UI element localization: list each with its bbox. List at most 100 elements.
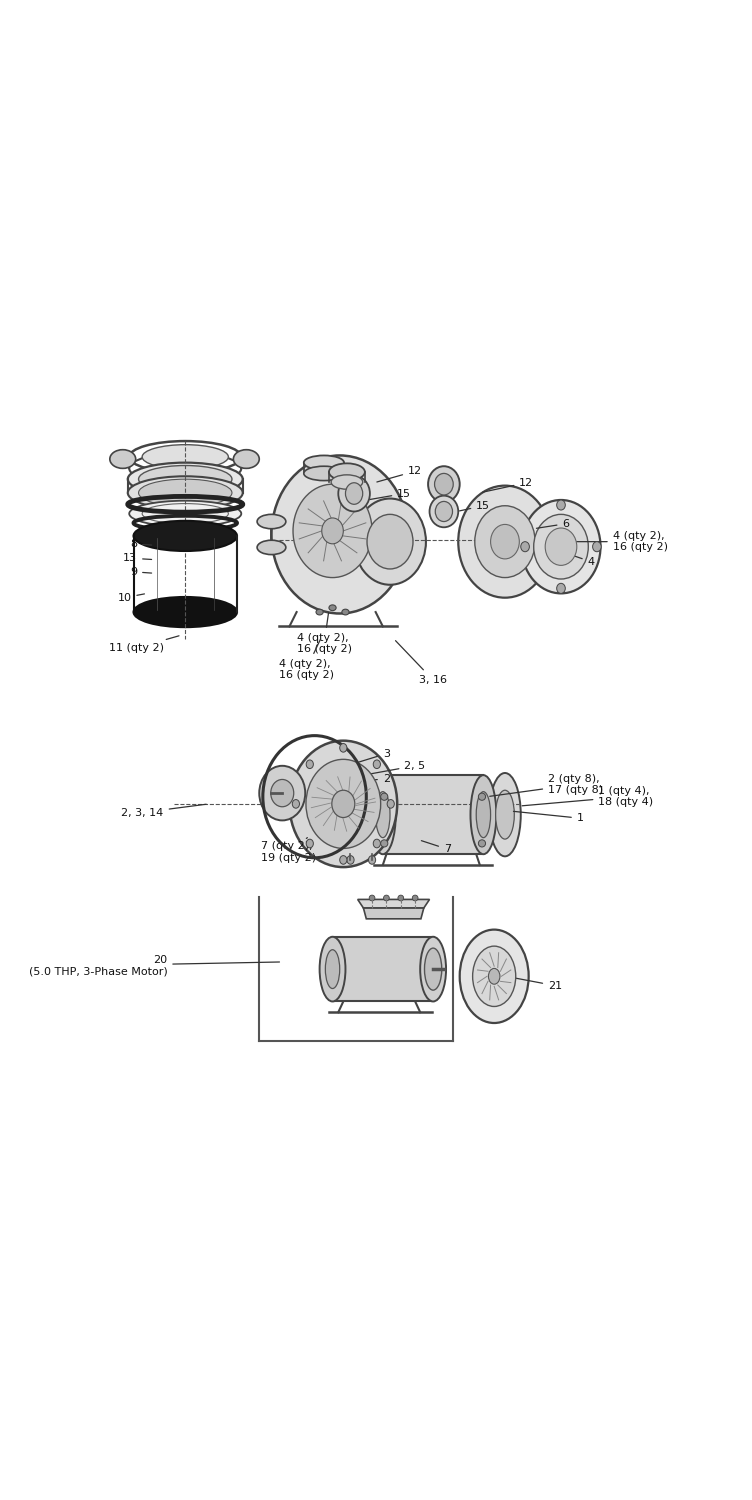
- Ellipse shape: [128, 462, 243, 495]
- Ellipse shape: [233, 450, 259, 468]
- Ellipse shape: [345, 483, 362, 504]
- Ellipse shape: [476, 792, 490, 837]
- Text: 3, 16: 3, 16: [396, 640, 447, 684]
- Ellipse shape: [458, 486, 552, 597]
- Ellipse shape: [424, 948, 441, 990]
- Ellipse shape: [271, 456, 408, 614]
- Text: 7 (qty 2),
19 (qty 2): 7 (qty 2), 19 (qty 2): [261, 837, 316, 862]
- Ellipse shape: [342, 609, 349, 615]
- Text: 20
(5.0 THP, 3-Phase Motor): 20 (5.0 THP, 3-Phase Motor): [29, 954, 280, 976]
- Text: 4 (qty 2),
16 (qty 2): 4 (qty 2), 16 (qty 2): [279, 639, 334, 681]
- Text: 8: 8: [130, 538, 152, 549]
- Ellipse shape: [138, 465, 232, 494]
- Ellipse shape: [489, 772, 521, 856]
- Ellipse shape: [138, 478, 232, 507]
- Ellipse shape: [490, 525, 520, 560]
- Text: 12: 12: [483, 477, 533, 492]
- Ellipse shape: [259, 766, 305, 820]
- Text: 4 (qty 2),
16 (qty 2): 4 (qty 2), 16 (qty 2): [576, 531, 668, 552]
- Ellipse shape: [593, 542, 602, 552]
- Text: 3: 3: [342, 748, 390, 766]
- Ellipse shape: [331, 476, 362, 489]
- Ellipse shape: [387, 800, 394, 808]
- Ellipse shape: [347, 855, 354, 864]
- Text: 15: 15: [370, 489, 411, 500]
- Text: 2, 3, 14: 2, 3, 14: [122, 804, 206, 818]
- Ellipse shape: [369, 896, 375, 902]
- Ellipse shape: [478, 840, 486, 848]
- Ellipse shape: [316, 609, 323, 615]
- Ellipse shape: [545, 528, 577, 566]
- Ellipse shape: [373, 760, 381, 768]
- Polygon shape: [332, 938, 433, 1002]
- Ellipse shape: [496, 790, 514, 838]
- Ellipse shape: [134, 597, 237, 627]
- Text: 4: 4: [571, 555, 595, 567]
- Polygon shape: [358, 900, 429, 908]
- Ellipse shape: [376, 792, 390, 837]
- Ellipse shape: [534, 514, 588, 579]
- Ellipse shape: [304, 466, 344, 480]
- Text: 1 (qty 4),
18 (qty 4): 1 (qty 4), 18 (qty 4): [522, 786, 653, 807]
- Ellipse shape: [556, 584, 566, 594]
- Ellipse shape: [306, 760, 314, 768]
- Ellipse shape: [129, 501, 241, 526]
- Ellipse shape: [428, 466, 459, 502]
- Text: 1: 1: [514, 812, 584, 824]
- Text: 15: 15: [459, 501, 490, 512]
- Ellipse shape: [332, 790, 355, 818]
- Ellipse shape: [471, 776, 496, 853]
- Ellipse shape: [306, 759, 381, 849]
- Ellipse shape: [340, 744, 347, 752]
- Text: 2 (qty 8),
17 (qty 8): 2 (qty 8), 17 (qty 8): [490, 774, 603, 796]
- Text: 13: 13: [123, 554, 152, 562]
- Text: 7: 7: [421, 840, 451, 854]
- Ellipse shape: [271, 780, 294, 807]
- Text: 4 (qty 2),
16 (qty 2): 4 (qty 2), 16 (qty 2): [296, 612, 352, 654]
- Ellipse shape: [322, 518, 344, 544]
- Ellipse shape: [368, 855, 376, 864]
- Text: 12: 12: [377, 466, 422, 482]
- Ellipse shape: [435, 501, 453, 522]
- Ellipse shape: [257, 540, 286, 555]
- Ellipse shape: [290, 741, 397, 867]
- Ellipse shape: [420, 938, 446, 1002]
- Text: 2: 2: [350, 774, 390, 783]
- Ellipse shape: [475, 506, 535, 578]
- Polygon shape: [363, 908, 424, 920]
- Text: 6: 6: [536, 519, 569, 528]
- Ellipse shape: [381, 794, 388, 801]
- Ellipse shape: [373, 839, 381, 848]
- Ellipse shape: [354, 498, 426, 585]
- Ellipse shape: [128, 477, 243, 510]
- Ellipse shape: [521, 500, 601, 594]
- Ellipse shape: [134, 520, 237, 550]
- Ellipse shape: [381, 840, 388, 848]
- Ellipse shape: [429, 495, 458, 528]
- Text: 2, 5: 2, 5: [358, 760, 426, 776]
- Ellipse shape: [304, 456, 344, 470]
- Polygon shape: [383, 776, 484, 853]
- Ellipse shape: [398, 896, 404, 902]
- Ellipse shape: [489, 969, 500, 984]
- Ellipse shape: [384, 896, 390, 902]
- Ellipse shape: [412, 896, 418, 902]
- Text: 10: 10: [117, 592, 144, 603]
- Ellipse shape: [142, 444, 229, 470]
- Ellipse shape: [320, 938, 345, 1002]
- Ellipse shape: [110, 450, 135, 468]
- Ellipse shape: [329, 604, 336, 610]
- Ellipse shape: [435, 474, 453, 495]
- Ellipse shape: [293, 800, 299, 808]
- Text: 11 (qty 2): 11 (qty 2): [109, 636, 179, 652]
- Ellipse shape: [293, 484, 372, 578]
- Ellipse shape: [338, 476, 370, 512]
- Ellipse shape: [556, 500, 566, 510]
- Ellipse shape: [326, 950, 340, 988]
- Ellipse shape: [370, 776, 396, 853]
- Ellipse shape: [367, 514, 413, 568]
- Ellipse shape: [521, 542, 529, 552]
- Ellipse shape: [478, 794, 486, 801]
- Ellipse shape: [329, 464, 365, 480]
- Text: 21: 21: [490, 974, 562, 990]
